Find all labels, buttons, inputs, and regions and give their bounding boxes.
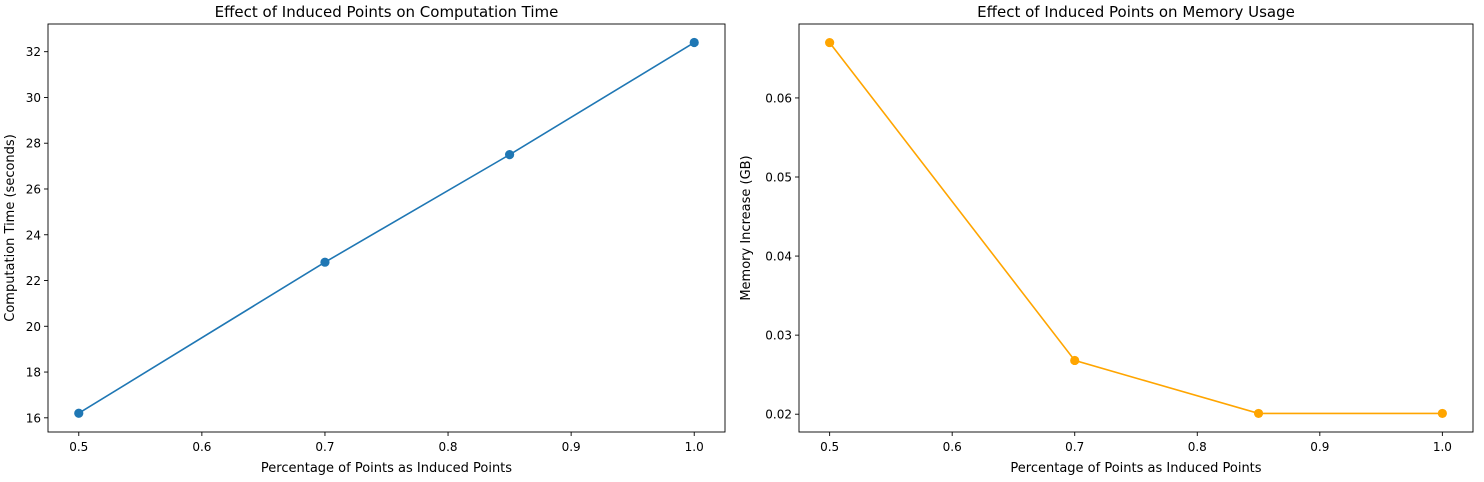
y-tick-label: 0.06: [765, 91, 792, 105]
y-tick-label: 0.02: [765, 408, 792, 422]
x-axis-label: Percentage of Points as Induced Points: [1010, 461, 1261, 476]
data-point: [1253, 408, 1264, 419]
y-tick-label: 28: [26, 137, 41, 151]
chart-title: Effect of Induced Points on Computation …: [215, 3, 559, 21]
series-line: [829, 42, 1443, 415]
y-tick-label: 18: [26, 366, 41, 380]
axes-frame: [47, 23, 726, 433]
y-tick-label: 24: [26, 228, 41, 242]
x-tick-label: 0.7: [315, 440, 334, 454]
y-tick-label: 16: [26, 411, 41, 425]
x-tick-label: 1.0: [1433, 440, 1452, 454]
data-point: [1070, 355, 1080, 366]
x-tick-label: 0.6: [943, 440, 962, 454]
x-tick-label: 0.8: [438, 440, 457, 454]
x-tick-label: 0.5: [820, 440, 839, 454]
chart-2: Effect of Induced Points on Memory Usage…: [739, 3, 1474, 476]
x-tick-label: 0.7: [1065, 440, 1084, 454]
x-tick-label: 1.0: [685, 440, 704, 454]
y-tick-label: 0.05: [765, 171, 792, 185]
series-line: [78, 41, 695, 414]
data-point: [320, 257, 330, 267]
data-point: [74, 408, 84, 418]
data-point: [689, 37, 699, 48]
y-tick-label: 30: [26, 91, 41, 105]
x-axis-label: Percentage of Points as Induced Points: [261, 461, 512, 476]
data-point: [825, 37, 835, 48]
y-tick-label: 0.03: [765, 329, 792, 343]
y-tick-label: 0.04: [765, 250, 792, 264]
y-tick-label: 22: [26, 274, 41, 288]
y-axis-label: Memory Increase (GB): [739, 155, 754, 300]
y-tick-label: 32: [26, 45, 41, 59]
chart-1: Effect of Induced Points on Computation …: [3, 3, 726, 476]
x-tick-label: 0.5: [69, 440, 88, 454]
axes-frame: [798, 23, 1474, 433]
y-tick-label: 20: [26, 320, 41, 334]
x-tick-label: 0.6: [192, 440, 211, 454]
y-axis-label: Computation Time (seconds): [3, 134, 18, 322]
data-point: [504, 150, 515, 160]
data-point: [1437, 408, 1447, 419]
x-tick-label: 0.9: [562, 440, 581, 454]
x-tick-label: 0.8: [1188, 440, 1207, 454]
x-tick-label: 0.9: [1310, 440, 1329, 454]
chart-title: Effect of Induced Points on Memory Usage: [977, 3, 1295, 21]
y-tick-label: 26: [26, 182, 41, 196]
